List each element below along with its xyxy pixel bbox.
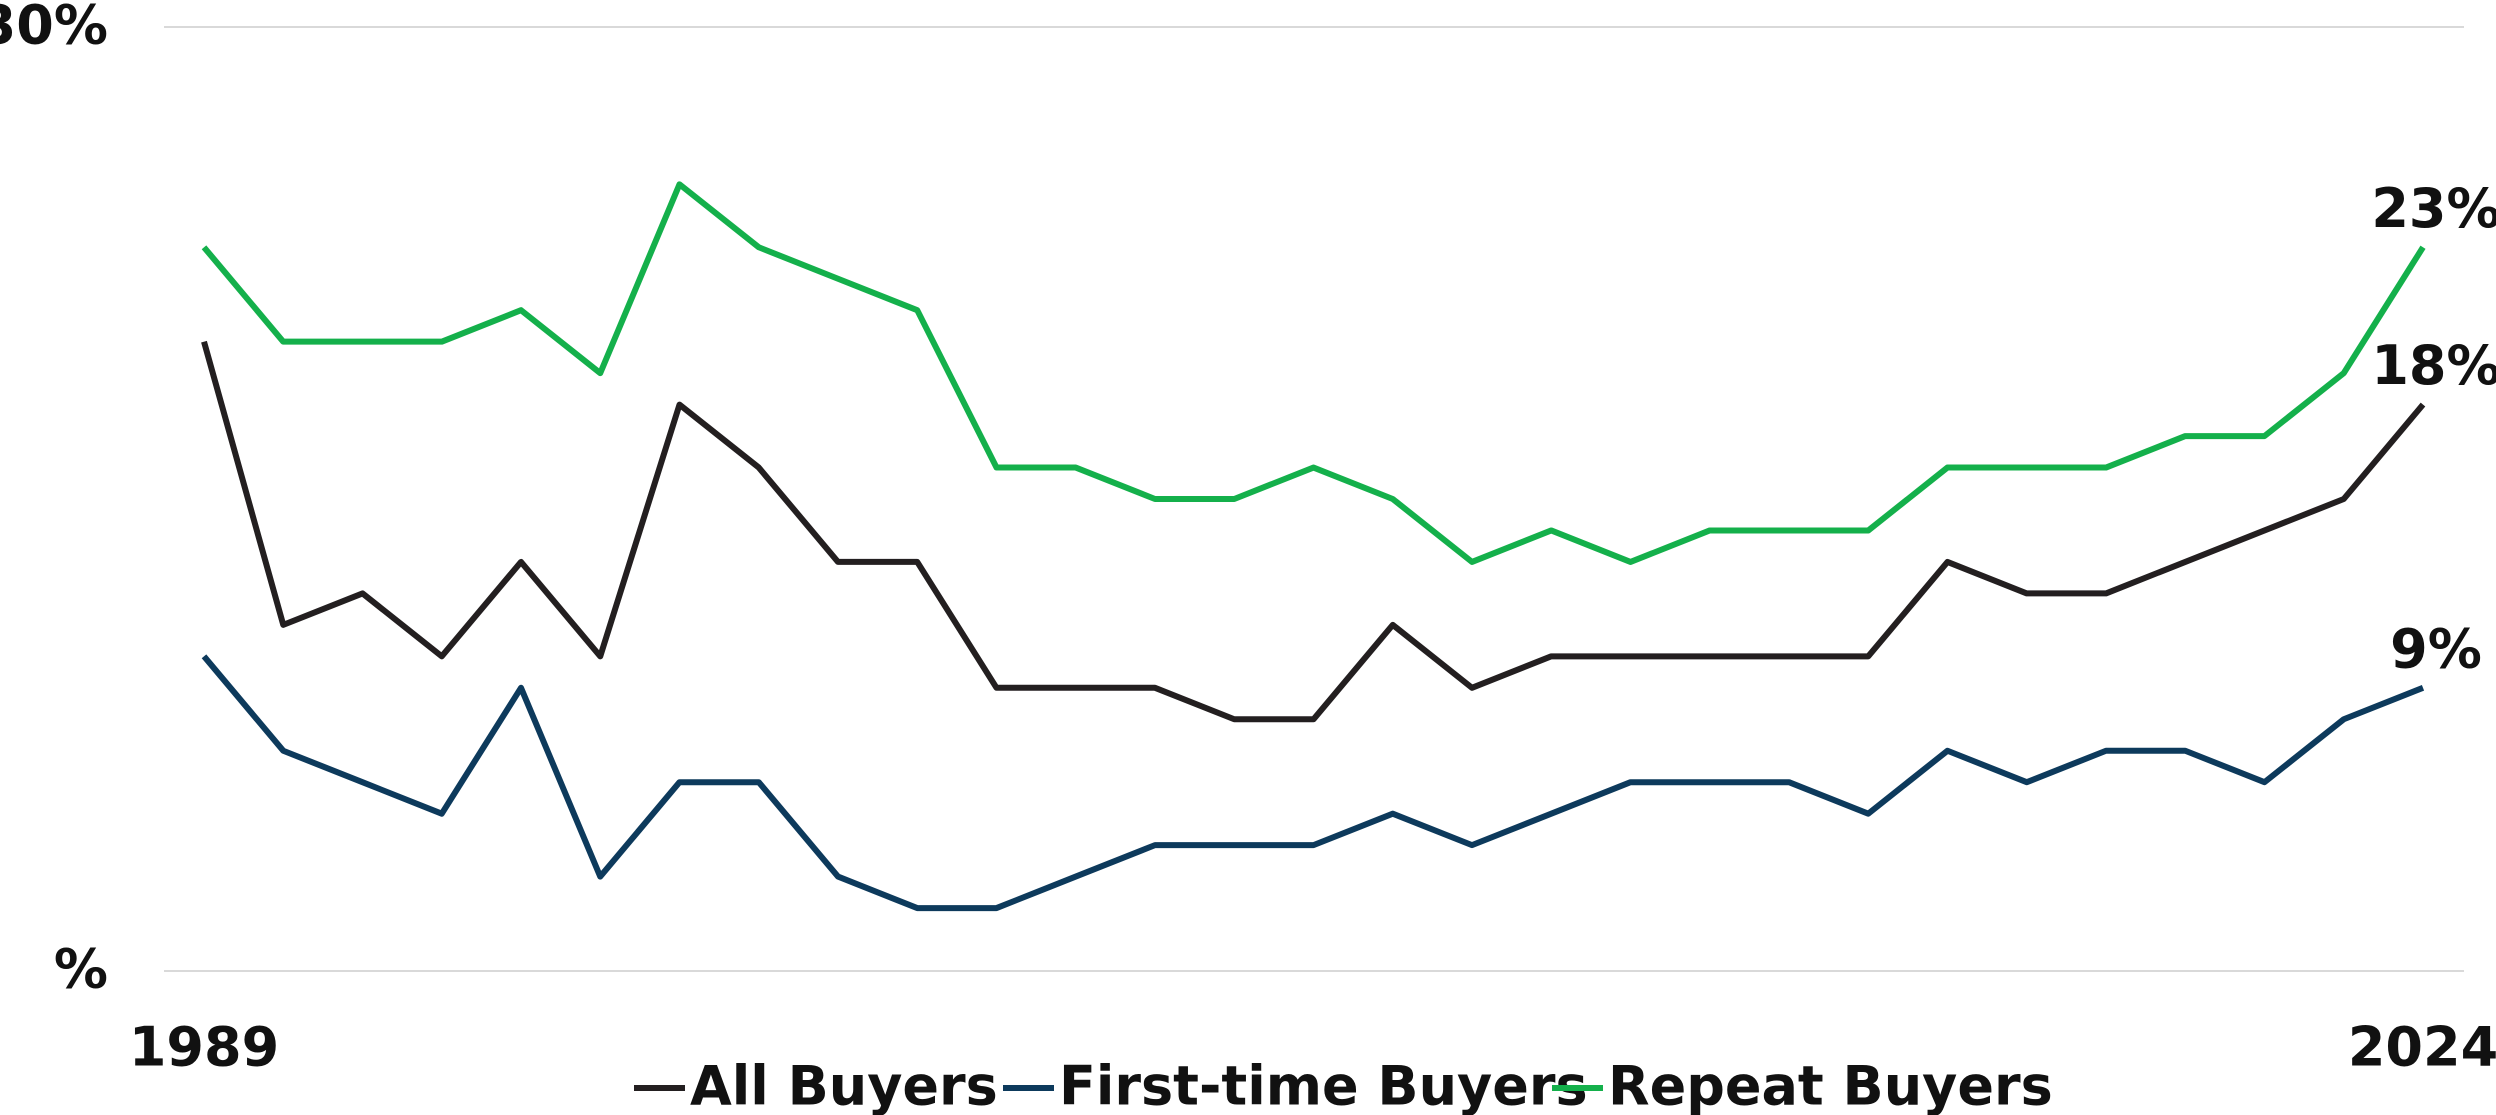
legend-label: First-time Buyers — [1059, 1055, 1588, 1115]
legend-label: All Buyers — [690, 1055, 998, 1115]
x-tick-label: 1989 — [129, 1016, 279, 1079]
data-label: 23% — [2371, 177, 2496, 240]
series-line — [201, 340, 2426, 723]
data-label: 9% — [2390, 617, 2482, 680]
series-line — [201, 181, 2426, 565]
y-tick-label: 30% — [0, 0, 108, 57]
legend-label: Repeat Buyers — [1608, 1055, 2053, 1115]
data-label: 18% — [2371, 334, 2496, 397]
y-tick-label: % — [54, 938, 108, 1001]
series-line — [201, 654, 2425, 912]
x-tick-label: 2024 — [2348, 1016, 2496, 1079]
